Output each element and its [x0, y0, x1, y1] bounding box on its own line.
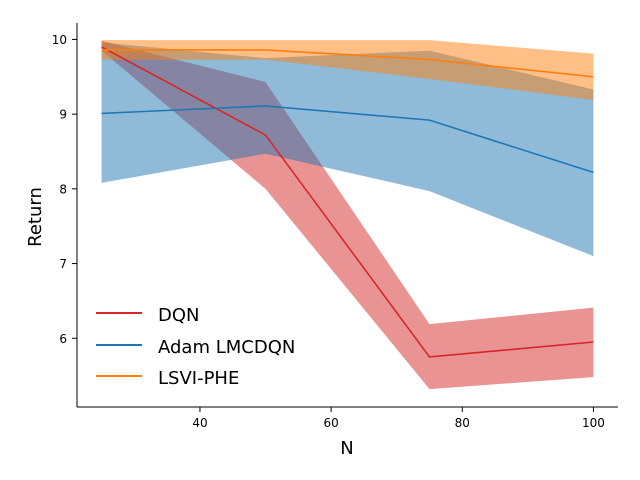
x-tick-label-40: 40 — [192, 416, 207, 430]
y-tick-label-9: 9 — [59, 108, 67, 122]
y-ticks: 6 7 8 9 10 — [52, 33, 77, 346]
line-dqn — [101, 46, 594, 358]
legend: DQN Adam LMCDQN LSVI-PHE — [96, 305, 295, 389]
x-tick-label-60: 60 — [323, 416, 338, 430]
band-adam-lmcdqn — [101, 42, 594, 257]
y-tick-label-8: 8 — [59, 182, 67, 196]
line-lsvi-phe — [101, 49, 594, 78]
x-ticks: 40 60 80 100 — [192, 407, 605, 430]
confidence-bands — [101, 40, 594, 390]
x-tick-label-100: 100 — [582, 416, 605, 430]
legend-label-adam-lmcdqn: Adam LMCDQN — [158, 337, 295, 358]
legend-label-lsvi-phe: LSVI-PHE — [158, 368, 239, 389]
y-tick-label-6: 6 — [59, 332, 67, 346]
legend-label-dqn: DQN — [158, 305, 200, 326]
x-axis-label: N — [340, 438, 353, 459]
band-lsvi-phe — [101, 40, 594, 100]
y-tick-label-7: 7 — [59, 257, 67, 271]
y-tick-label-10: 10 — [52, 33, 67, 47]
series-lines — [101, 46, 594, 358]
x-tick-label-80: 80 — [455, 416, 470, 430]
line-adam-lmcdqn — [101, 105, 594, 174]
y-axis-label: Return — [25, 187, 46, 247]
